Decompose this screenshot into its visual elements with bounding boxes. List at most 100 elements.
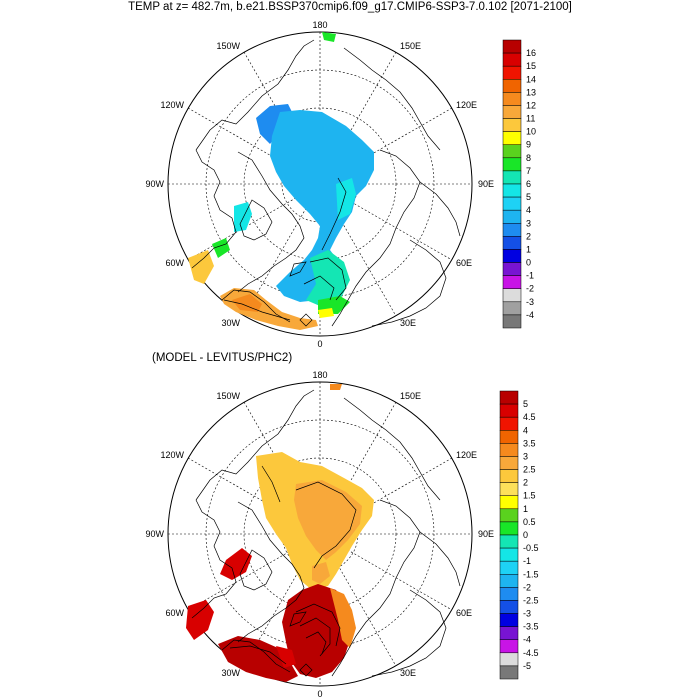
bottom-label-30w: 30W xyxy=(221,668,240,678)
top-colorbar-tick-label: 10 xyxy=(526,127,536,137)
bottom-colorbar-swatch xyxy=(499,652,519,667)
bottom-colorbar-swatch xyxy=(499,587,519,601)
bottom-field-orange-core xyxy=(294,480,362,560)
top-colorbar-tick-label: 3 xyxy=(526,218,531,228)
bottom-colorbar-swatch xyxy=(499,613,519,627)
top-label-30e: 30E xyxy=(400,318,416,328)
bottom-label-120e: 120E xyxy=(456,450,477,460)
bottom-label-150w: 150W xyxy=(216,391,240,401)
top-colorbar-tick-label: 15 xyxy=(526,61,536,71)
bottom-colorbar-swatch xyxy=(499,534,519,549)
bottom-colorbar-tick-label: -2 xyxy=(523,582,531,592)
bottom-contours xyxy=(229,465,357,665)
bottom-lon-labels: 180 0 90W 90E 150W 150E 120W 120E 60W 60… xyxy=(145,370,494,699)
top-colorbar-swatch xyxy=(502,118,522,132)
top-label-180: 180 xyxy=(312,20,327,30)
bottom-colorbar-tick-label: -3.5 xyxy=(523,622,539,632)
top-contours xyxy=(223,177,347,321)
bottom-colorbar-tick-label: 2.5 xyxy=(523,465,536,475)
bottom-label-120w: 120W xyxy=(160,450,184,460)
top-colorbar-tick-label: 4 xyxy=(526,205,531,215)
bottom-label-60e: 60E xyxy=(456,608,472,618)
bottom-colorbar-swatch xyxy=(499,560,519,575)
top-colorbar-swatch xyxy=(502,262,522,276)
bottom-colorbar-swatch xyxy=(499,469,519,483)
bottom-field-red-main xyxy=(282,584,352,678)
bottom-colorbar-swatch xyxy=(499,416,519,431)
top-field-blue xyxy=(270,110,374,302)
top-polar-map xyxy=(167,31,473,337)
bottom-colorbar-swatch xyxy=(499,403,519,418)
top-label-90e: 90E xyxy=(478,179,494,189)
top-colorbar-swatch xyxy=(502,105,522,119)
top-label-90w: 90W xyxy=(145,179,164,189)
top-label-150e: 150E xyxy=(400,41,421,51)
top-colorbar-swatch xyxy=(502,170,522,185)
top-colorbar-swatch xyxy=(502,183,522,198)
bottom-label-180: 180 xyxy=(312,370,327,380)
top-colorbar-tick-label: 2 xyxy=(526,231,531,241)
bottom-label-90e: 90E xyxy=(478,529,494,539)
top-lon-labels: 180 0 90W 90E 150W 150E 120W 120E 60W 60… xyxy=(145,20,494,349)
bottom-colorbar-swatch xyxy=(499,639,519,654)
bottom-colorbar-swatch xyxy=(499,456,519,470)
top-colorbar-swatch xyxy=(502,92,522,106)
bottom-colorbar-tick-label: -4.5 xyxy=(523,648,539,658)
top-colorbar-tick-label: 9 xyxy=(526,140,531,150)
bottom-colorbar: 5 4.5 4 3.5 3 2.5 2 1.5 1 0.5 0 -0.5 -1 -1.5 -2 -2.5 -3 -… xyxy=(499,390,539,680)
bottom-colorbar-tick-label: 1.5 xyxy=(523,491,536,501)
top-colorbar-tick-label: 8 xyxy=(526,153,531,163)
top-label-60e: 60E xyxy=(456,258,472,268)
bottom-colorbar-tick-label: -5 xyxy=(523,661,531,671)
plot-title: TEMP at z= 482.7m, b.e21.BSSP370cmip6.f0… xyxy=(128,1,572,13)
top-colorbar-swatch xyxy=(502,144,522,159)
top-coastlines xyxy=(191,39,461,327)
top-colorbar-swatch xyxy=(502,65,522,80)
bottom-colorbar-tick-label: 2 xyxy=(523,478,528,488)
top-colorbar-tick-label: 5 xyxy=(526,192,531,202)
bottom-polar-map xyxy=(167,381,473,687)
bottom-colorbar-tick-label: 4.5 xyxy=(523,412,536,422)
bottom-colorbar-swatch xyxy=(499,547,519,562)
top-label-0: 0 xyxy=(317,339,322,349)
bottom-field-orange-east xyxy=(330,588,356,648)
bottom-label-60w: 60W xyxy=(165,608,184,618)
bottom-colorbar-tick-label: -4 xyxy=(523,635,531,645)
top-colorbar-swatch xyxy=(502,288,522,303)
top-label-30w: 30W xyxy=(221,318,240,328)
top-colorbar-swatch xyxy=(502,196,522,211)
bottom-field-red-south-2 xyxy=(276,646,296,668)
top-colorbar-swatch xyxy=(502,249,522,263)
top-field-green-2 xyxy=(212,238,230,258)
top-colorbar-tick-label: -3 xyxy=(526,297,534,307)
bottom-colorbar-swatch xyxy=(499,574,519,588)
top-colorbar-swatch xyxy=(502,223,522,237)
bottom-colorbar-swatch xyxy=(499,430,519,444)
bottom-label-150e: 150E xyxy=(400,391,421,401)
bottom-colorbar-swatch xyxy=(499,508,519,523)
top-colorbar-tick-label: 12 xyxy=(526,100,536,110)
bottom-colorbar-tick-label: -0.5 xyxy=(523,543,539,553)
top-field-yellow-sm xyxy=(318,308,334,318)
top-colorbar-tick-label: -4 xyxy=(526,310,534,320)
difference-subtitle: (MODEL - LEVITUS/PHC2) xyxy=(152,352,293,364)
top-colorbar-tick-label: 16 xyxy=(526,48,536,58)
bottom-label-90w: 90W xyxy=(145,529,164,539)
bottom-colorbar-tick-label: 1 xyxy=(523,504,528,514)
bottom-colorbar-swatch xyxy=(499,521,519,536)
top-field-top-green xyxy=(322,32,336,42)
top-colorbar-swatch xyxy=(502,236,522,250)
bottom-field-red-left xyxy=(220,548,252,580)
top-colorbar-swatch xyxy=(502,275,522,289)
top-colorbar-swatch xyxy=(502,39,522,54)
top-colorbar-tick-label: 0 xyxy=(526,258,531,268)
bottom-colorbar-tick-label: 0.5 xyxy=(523,517,536,527)
bottom-colorbar-swatch xyxy=(499,482,519,496)
bottom-colorbar-tick-label: 3.5 xyxy=(523,438,536,448)
top-colorbar-tick-label: 14 xyxy=(526,74,536,84)
top-colorbar-tick-label: 1 xyxy=(526,244,531,254)
top-field-yellow xyxy=(188,250,214,284)
top-colorbar-swatch xyxy=(502,157,522,172)
